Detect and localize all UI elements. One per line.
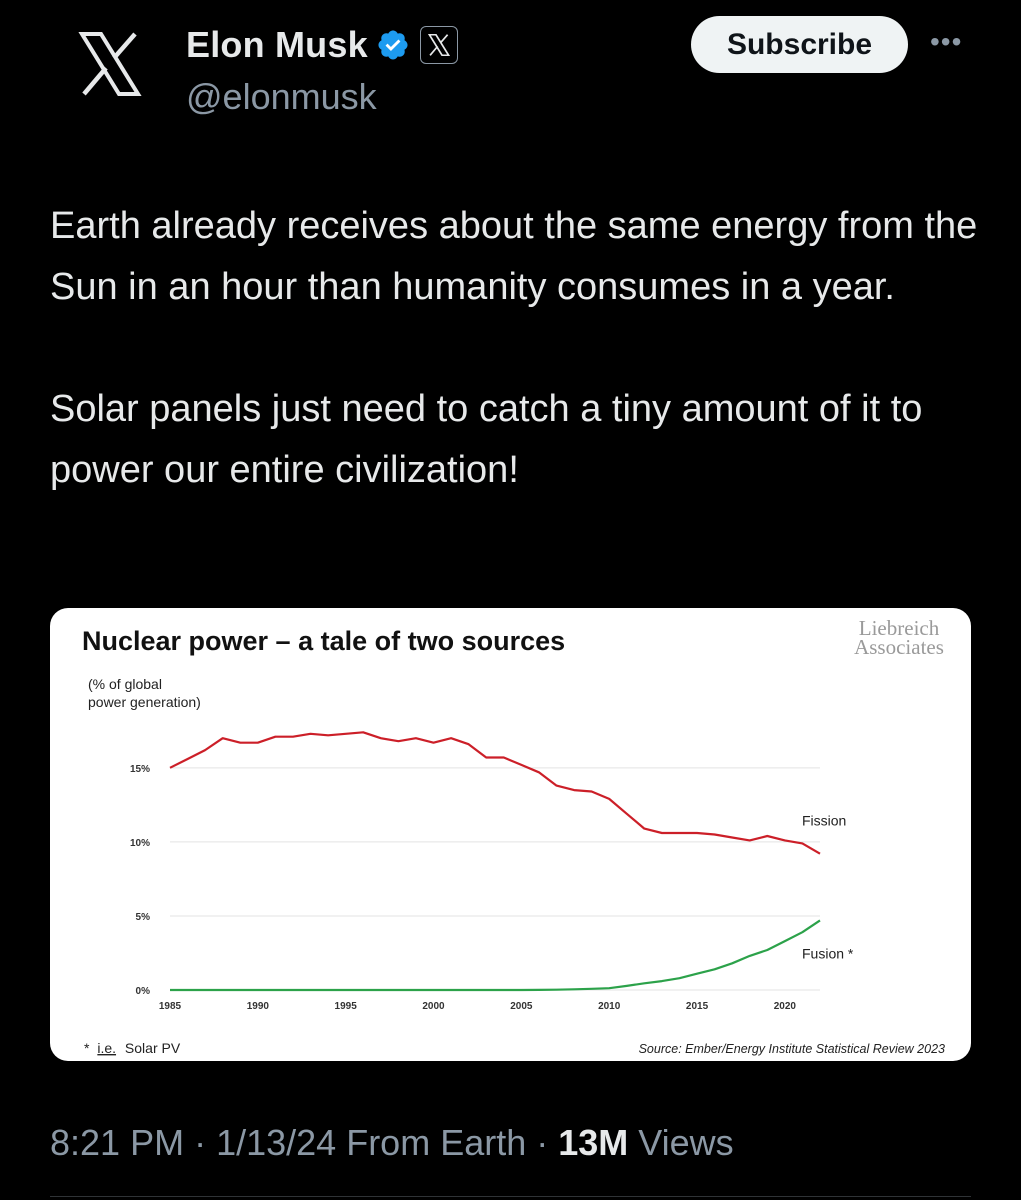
tweet-date[interactable]: 1/13/24	[216, 1122, 337, 1163]
x-tick-label: 2005	[510, 1001, 533, 1012]
x-tick-label: 2000	[422, 1001, 445, 1012]
author-name[interactable]: Elon Musk	[186, 24, 368, 65]
tweet-meta: 8:21 PM · 1/13/24 From Earth · 13M Views	[50, 1122, 734, 1164]
tweet-time[interactable]: 8:21 PM	[50, 1122, 185, 1163]
tweet-text: Earth already receives about the same en…	[50, 205, 978, 491]
legend-label-fission: Fission	[802, 813, 846, 829]
y-tick-label: 0%	[136, 986, 151, 997]
tweet-source: From Earth	[336, 1122, 527, 1163]
divider	[50, 1196, 971, 1197]
footnote-ie: i.e.	[97, 1040, 116, 1056]
chart-ylabel-line2: power generation)	[88, 694, 201, 710]
x-tick-label: 2015	[686, 1001, 709, 1012]
meta-separator: ·	[526, 1122, 559, 1163]
subscribe-button[interactable]: Subscribe	[691, 16, 908, 73]
y-tick-label: 15%	[130, 764, 150, 775]
footnote-star: *	[84, 1040, 90, 1056]
more-options-icon[interactable]: •••	[930, 26, 963, 57]
chart-footnote: * i.e. Solar PV	[84, 1040, 181, 1056]
meta-separator: ·	[184, 1122, 217, 1163]
chart-watermark-line2: Associates	[854, 635, 944, 659]
chart-source: Source: Ember/Energy Institute Statistic…	[639, 1042, 945, 1056]
legend-label-fusion: Fusion *	[802, 945, 854, 961]
y-tick-label: 5%	[136, 912, 151, 923]
footnote-text: Solar PV	[125, 1040, 181, 1056]
x-tick-label: 1985	[159, 1001, 182, 1012]
author-handle[interactable]: @elonmusk	[186, 76, 377, 117]
chart-image-card[interactable]: Nuclear power – a tale of two sources Li…	[50, 608, 971, 1061]
x-affiliation-badge-icon[interactable]	[419, 26, 458, 64]
chart-ylabel-line1: (% of global	[88, 676, 162, 692]
x-tick-label: 2020	[774, 1001, 797, 1012]
views-count: 13M	[558, 1122, 629, 1163]
y-tick-label: 10%	[130, 838, 150, 849]
author-name-row: Elon Musk	[186, 24, 458, 66]
chart-title: Nuclear power – a tale of two sources	[82, 626, 565, 656]
verified-badge-icon	[378, 30, 408, 60]
x-logo-icon[interactable]	[78, 32, 142, 96]
chart-watermark-line1: Liebreich	[859, 616, 940, 640]
views-label: Views	[628, 1122, 734, 1163]
x-tick-label: 1990	[247, 1001, 270, 1012]
tweet-header: Elon Musk @elonmusk Subscribe •••	[0, 0, 1021, 140]
series-line-fusion	[170, 919, 821, 992]
nuclear-power-chart: Nuclear power – a tale of two sources Li…	[82, 616, 945, 1056]
x-tick-label: 2010	[598, 1001, 621, 1012]
series-line-fission	[169, 731, 821, 855]
x-tick-label: 1995	[335, 1001, 358, 1012]
